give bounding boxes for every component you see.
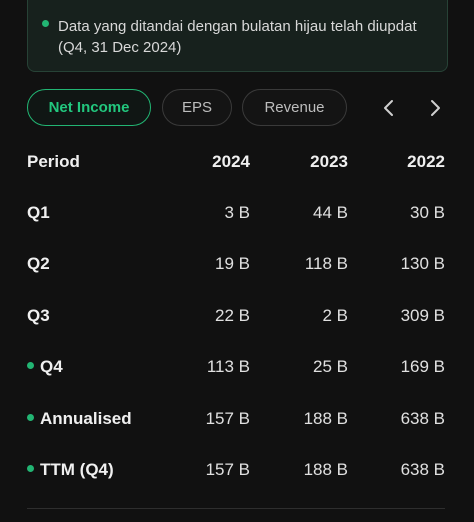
cell-value: 157 B bbox=[205, 408, 250, 428]
cell-value: 169 B bbox=[400, 357, 445, 377]
cell-value: 25 B bbox=[313, 357, 348, 377]
green-dot-icon bbox=[42, 20, 49, 27]
prev-button[interactable] bbox=[374, 89, 404, 126]
cell-value: 30 B bbox=[410, 203, 445, 223]
cell-value: 188 B bbox=[303, 460, 348, 480]
row-label: Q3 bbox=[27, 305, 50, 325]
cell-value: 309 B bbox=[400, 305, 445, 325]
cell-value: 638 B bbox=[400, 460, 445, 480]
table-row: Q3 22 B 2 B 309 B bbox=[27, 290, 445, 341]
column-header-2023: 2023 bbox=[310, 151, 348, 171]
tab-net-income[interactable]: Net Income bbox=[27, 89, 151, 126]
cell-value: 157 B bbox=[205, 460, 250, 480]
cell-value: 188 B bbox=[303, 408, 348, 428]
table-row: Q4 113 B 25 B 169 B bbox=[27, 342, 445, 393]
cell-value: 3 B bbox=[224, 203, 250, 223]
table-row: Q2 19 B 118 B 130 B bbox=[27, 239, 445, 290]
cell-value: 19 B bbox=[215, 254, 250, 274]
row-label: Q1 bbox=[27, 203, 50, 223]
divider bbox=[27, 508, 445, 509]
green-dot-icon bbox=[27, 362, 34, 370]
cell-value: 118 B bbox=[304, 254, 348, 274]
column-header-2022: 2022 bbox=[407, 151, 445, 171]
cell-value: 638 B bbox=[400, 408, 445, 428]
notice-text: Data yang ditandai dengan bulatan hijau … bbox=[58, 18, 417, 56]
row-label: Q2 bbox=[27, 254, 50, 274]
row-label: TTM (Q4) bbox=[40, 460, 114, 480]
metric-tabs: Net Income EPS Revenue bbox=[27, 89, 474, 127]
green-dot-icon bbox=[27, 465, 34, 473]
row-label: Q4 bbox=[40, 357, 63, 377]
green-dot-icon bbox=[27, 413, 34, 421]
next-button[interactable] bbox=[420, 89, 450, 126]
chevron-left-icon bbox=[384, 99, 393, 116]
net-income-table: Period 2024 2023 2022 Q1 3 B 44 B 30 B Q… bbox=[27, 136, 445, 496]
tab-eps[interactable]: EPS bbox=[162, 89, 232, 126]
cell-value: 2 B bbox=[322, 305, 348, 325]
cell-value: 44 B bbox=[313, 203, 348, 223]
column-header-period: Period bbox=[27, 151, 80, 171]
update-notice: Data yang ditandai dengan bulatan hijau … bbox=[27, 0, 448, 72]
table-header-row: Period 2024 2023 2022 bbox=[27, 136, 445, 187]
column-header-2024: 2024 bbox=[212, 151, 250, 171]
cell-value: 22 B bbox=[215, 305, 250, 325]
cell-value: 130 B bbox=[400, 254, 445, 274]
table-row: Q1 3 B 44 B 30 B bbox=[27, 187, 445, 238]
table-row: TTM (Q4) 157 B 188 B 638 B bbox=[27, 444, 445, 495]
table-row: Annualised 157 B 188 B 638 B bbox=[27, 393, 445, 444]
cell-value: 113 B bbox=[206, 357, 250, 377]
tab-revenue[interactable]: Revenue bbox=[242, 89, 347, 126]
chevron-right-icon bbox=[431, 99, 440, 116]
row-label: Annualised bbox=[40, 408, 132, 428]
